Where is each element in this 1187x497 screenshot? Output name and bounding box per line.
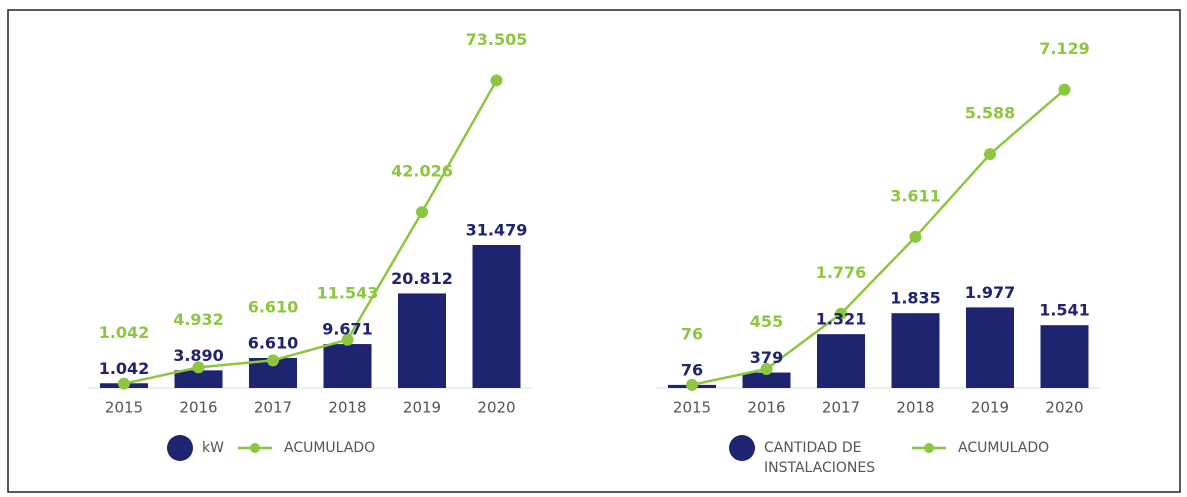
bar-value-label: 9.671 — [322, 320, 373, 339]
legend-label: kW — [202, 440, 224, 456]
x-tick-label: 2019 — [971, 399, 1009, 417]
frame — [7, 9, 1181, 493]
bar-value-label: 20.812 — [391, 269, 453, 288]
legend-label: ACUMULADO — [958, 440, 1049, 456]
line-point — [118, 377, 130, 390]
x-tick-label: 2018 — [328, 399, 366, 417]
x-tick-label: 2017 — [254, 399, 292, 417]
line-value-label: 5.588 — [965, 104, 1016, 123]
line-value-label: 455 — [750, 312, 783, 331]
bar — [398, 293, 446, 388]
line-point — [984, 148, 996, 161]
x-tick-label: 2020 — [477, 399, 515, 417]
bar — [1040, 325, 1089, 388]
legend-swatch — [924, 443, 934, 453]
bar — [174, 370, 223, 388]
x-tick-label: 2018 — [896, 399, 934, 417]
bar-value-label: 3.890 — [173, 346, 224, 365]
x-tick-label: 2016 — [747, 399, 785, 417]
bar — [966, 307, 1014, 388]
line-point — [835, 307, 847, 320]
line-value-label: 76 — [681, 324, 703, 343]
bar-value-label: 1.541 — [1039, 301, 1090, 320]
x-tick-label: 2015 — [673, 399, 711, 417]
line-point — [341, 333, 354, 346]
legend-label: ACUMULADO — [284, 440, 375, 456]
bar-value-label: 6.610 — [248, 333, 299, 352]
line-value-label: 73.505 — [466, 30, 528, 49]
x-tick-label: 2015 — [105, 399, 143, 417]
line-value-label: 1.776 — [816, 263, 867, 282]
line-value-label: 42.026 — [391, 162, 453, 181]
legend-label: CANTIDAD DE INSTALACIONES — [764, 440, 876, 476]
bar-value-label: 1.042 — [99, 359, 150, 378]
line-value-label: 1.042 — [99, 323, 150, 342]
line-value-label: 6.610 — [248, 297, 299, 316]
line-point — [760, 362, 773, 375]
line-point — [686, 378, 698, 391]
bar-value-label: 1.977 — [965, 283, 1016, 302]
line-point — [909, 230, 922, 243]
x-tick-label: 2020 — [1045, 399, 1083, 417]
line-value-label: 4.932 — [173, 310, 224, 329]
bar — [742, 372, 791, 388]
bar-value-label: 379 — [750, 348, 783, 367]
line-point — [490, 74, 503, 87]
line-point — [1058, 83, 1071, 96]
bar-value-label: 31.479 — [466, 220, 528, 239]
line-point — [267, 354, 279, 367]
bar — [817, 334, 865, 388]
line-value-label: 7.129 — [1039, 39, 1090, 58]
line-value-label: 3.611 — [890, 186, 941, 205]
x-tick-label: 2017 — [822, 399, 860, 417]
legend-swatch — [729, 435, 755, 461]
line-value-label: 11.543 — [317, 284, 379, 303]
line-point — [192, 361, 205, 374]
bar-value-label: 1.835 — [890, 289, 941, 308]
bar — [472, 244, 521, 388]
bar — [891, 313, 940, 388]
x-tick-label: 2016 — [179, 399, 217, 417]
line — [691, 88, 1066, 387]
legend-swatch — [167, 435, 193, 461]
bar — [323, 344, 372, 388]
bar-value-label: 76 — [681, 360, 703, 379]
x-tick-label: 2019 — [403, 399, 441, 417]
line — [123, 79, 498, 385]
bar-value-label: 1.321 — [816, 310, 867, 329]
line-point — [416, 206, 428, 219]
legend-swatch — [250, 443, 260, 453]
